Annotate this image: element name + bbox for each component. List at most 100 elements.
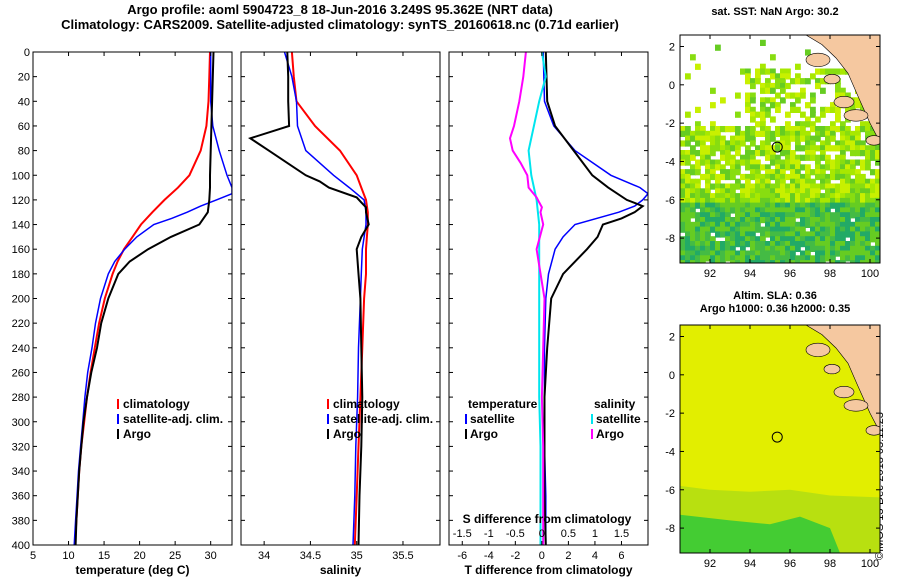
sst-pixel: [770, 82, 776, 90]
sst-pixel: [825, 217, 831, 224]
sst-pixel: [775, 126, 781, 133]
sst-pixel: [795, 145, 801, 152]
sst-pixel: [790, 178, 796, 185]
sst-pixel: [775, 188, 781, 195]
sst-pixel: [695, 159, 701, 166]
sst-pixel: [715, 159, 721, 166]
sst-pixel: [765, 126, 771, 133]
sst-pixel: [685, 154, 691, 161]
sst-pixel: [700, 135, 706, 142]
sst-pixel: [775, 207, 781, 214]
sst-pixel: [850, 236, 856, 243]
sst-pixel: [850, 197, 856, 205]
sst-pixel: [740, 193, 746, 200]
sst-pixel: [765, 164, 771, 171]
sst-pixel: [785, 126, 791, 133]
sst-pixel: [685, 140, 691, 147]
sst-pixel: [770, 135, 776, 142]
sst-pixel: [710, 140, 716, 147]
sst-pixel: [860, 164, 866, 171]
sst-pixel: [805, 145, 811, 152]
sst-pixel: [725, 207, 731, 214]
sst-pixel: [820, 245, 826, 252]
sst-pixel: [865, 164, 871, 171]
sst-pixel: [685, 221, 691, 228]
sst-pixel: [720, 154, 726, 161]
sst-pixel: [815, 169, 821, 176]
sst-pixel: [790, 245, 796, 252]
diff-legend-label: temperature: [468, 397, 538, 411]
sst-pixel: [705, 130, 711, 137]
sst-pixel: [785, 217, 791, 224]
sst-pixel: [690, 241, 696, 248]
sst-pixel: [825, 130, 831, 137]
sst-pixel: [735, 231, 741, 238]
sst-pixel: [795, 236, 801, 243]
sst-pixel: [865, 212, 871, 219]
sst-pixel: [680, 255, 686, 262]
sst-pixel: [740, 188, 746, 195]
sst-pixel: [870, 212, 876, 219]
sst-pixel: [680, 245, 686, 252]
sst-pixel: [735, 193, 741, 200]
sst-pixel: [820, 106, 826, 113]
sst-pixel: [740, 221, 746, 228]
sst-pixel: [720, 202, 726, 209]
sst-pixel: [770, 97, 776, 104]
sst-pixel: [750, 245, 756, 252]
sst-pixel: [810, 97, 816, 104]
sst-pixel: [735, 202, 741, 209]
sst-pixel: [720, 231, 726, 238]
sst-pixel: [795, 106, 801, 113]
sst-pixel: [840, 121, 846, 128]
sst-pixel: [690, 207, 696, 214]
sst-pixel: [730, 140, 736, 147]
sst-pixel: [740, 140, 746, 147]
sst-pixel: [755, 212, 761, 219]
sst-pixel: [755, 169, 761, 176]
sst-pixel: [710, 202, 716, 209]
sal-legend-label: Argo: [333, 427, 361, 441]
sst-pixel: [710, 193, 716, 200]
sst-pixel: [820, 202, 826, 209]
sst-pixel: [735, 255, 741, 262]
sst-pixel: [680, 126, 686, 133]
sst-pixel: [720, 140, 726, 147]
sst-pixel: [850, 135, 856, 142]
sst-pixel: [855, 241, 861, 248]
sst-pixel: [690, 145, 696, 152]
sst-pixel: [745, 217, 751, 224]
sst-pixel: [765, 169, 771, 176]
sst-pixel: [835, 250, 841, 257]
sst-pixel: [695, 135, 701, 142]
sst-pixel: [765, 173, 771, 181]
sst-pixel: [870, 145, 876, 152]
sst-pixel: [835, 207, 841, 214]
sst-pixel: [795, 183, 801, 190]
diff-series-s-satellite: [527, 52, 547, 545]
sst-pixel: [715, 178, 721, 185]
sst-pixel: [870, 236, 876, 243]
sst-pixel: [725, 193, 731, 200]
sst-pixel: [835, 169, 841, 176]
sst-pixel: [725, 145, 731, 152]
sst-pixel: [815, 154, 821, 161]
sst-pixel: [735, 159, 741, 166]
sst-pixel: [720, 97, 726, 104]
sst-pixel: [760, 126, 766, 133]
sst-pixel: [875, 221, 880, 228]
sst-pixel: [785, 130, 791, 137]
sst-pixel: [805, 183, 811, 190]
sst-pixel: [785, 173, 791, 181]
sst-pixel: [815, 245, 821, 252]
sst-pixel: [790, 154, 796, 161]
sst-pixel: [860, 245, 866, 252]
sst-pixel: [780, 159, 786, 166]
sst-pixel: [745, 236, 751, 243]
sst-pixel: [695, 231, 701, 238]
sst-pixel: [715, 212, 721, 219]
sst-pixel: [705, 135, 711, 142]
sst-pixel: [760, 207, 766, 214]
sst-pixel: [840, 212, 846, 219]
sst-pixel: [710, 217, 716, 224]
